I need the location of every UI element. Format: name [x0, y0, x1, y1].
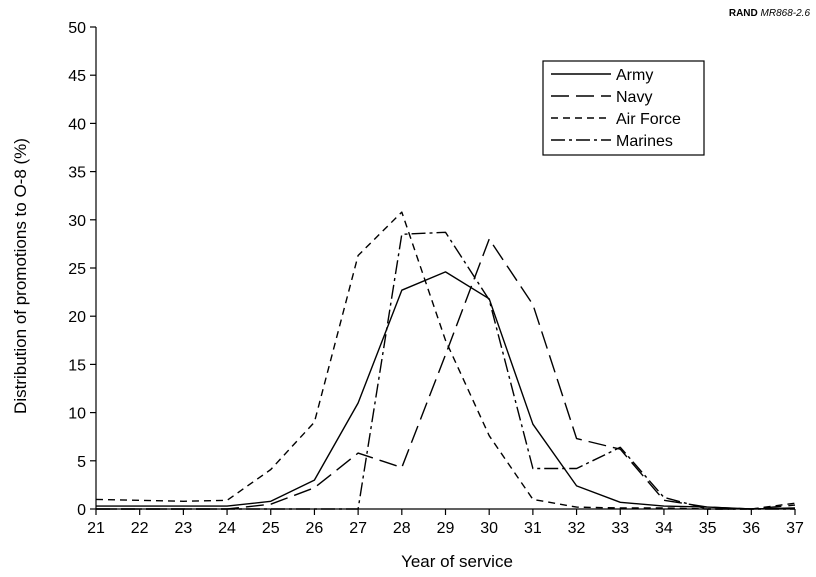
series-line-air-force: [95, 211, 796, 510]
y-tick-label: 25: [68, 261, 86, 278]
source-org: RAND: [729, 8, 758, 19]
x-tick-label: 30: [480, 520, 498, 537]
x-tick-label: 28: [393, 520, 411, 537]
source-report-id: MR868-2.6: [761, 8, 811, 19]
legend-label-navy: Navy: [616, 89, 652, 106]
source-note: RAND MR868-2.6: [729, 8, 811, 19]
x-tick-label: 26: [306, 520, 324, 537]
series-lines: [95, 211, 796, 510]
x-tick-label: 22: [131, 520, 149, 537]
x-tick-label: 27: [349, 520, 367, 537]
x-tick-label: 29: [437, 520, 455, 537]
series-line-army: [96, 271, 796, 510]
y-tick-label: 50: [68, 20, 86, 37]
y-tick-label: 40: [68, 116, 86, 133]
y-tick-label: 0: [77, 502, 86, 519]
y-tick-label: 20: [68, 309, 86, 326]
x-tick-label: 24: [218, 520, 236, 537]
x-axis-title: Year of service: [401, 552, 513, 571]
x-tick-label: 23: [174, 520, 192, 537]
x-tick-label: 37: [786, 520, 804, 537]
y-tick-label: 45: [68, 68, 86, 85]
y-tick-label: 5: [77, 454, 86, 471]
series-line-marines: [96, 231, 795, 510]
series-line-navy: [96, 238, 796, 510]
legend-label-army: Army: [616, 67, 653, 84]
x-tick-label: 35: [699, 520, 717, 537]
y-tick-label: 15: [68, 357, 86, 374]
x-tick-label: 32: [568, 520, 586, 537]
legend: Army Navy Air Force Marines: [542, 60, 705, 156]
y-tick-label: 30: [68, 213, 86, 230]
axes: 0 5 10 15 20 25 30 35 40 45 50 21 22 23 24 25 26 27 28 29 30…: [68, 20, 804, 537]
legend-label-air-force: Air Force: [616, 111, 681, 128]
y-axis-title: Distribution of promotions to O-8 (%): [11, 138, 30, 414]
x-tick-label: 33: [611, 520, 629, 537]
x-tick-label: 31: [524, 520, 542, 537]
x-tick-label: 25: [262, 520, 280, 537]
legend-label-marines: Marines: [616, 133, 673, 150]
y-tick-label: 10: [68, 406, 86, 423]
x-tick-label: 34: [655, 520, 673, 537]
y-tick-label: 35: [68, 165, 86, 182]
x-tick-label: 36: [742, 520, 760, 537]
x-tick-label: 21: [87, 520, 105, 537]
